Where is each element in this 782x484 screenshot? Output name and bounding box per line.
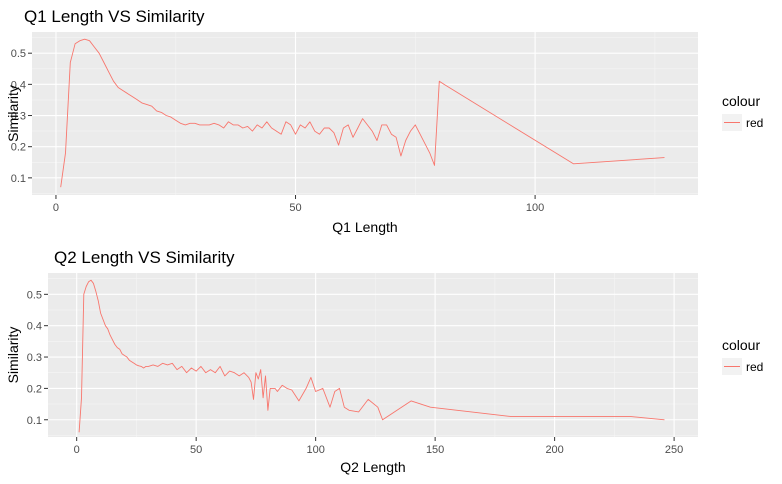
legend-entry-label: red [746,360,763,374]
x-tick-label: 150 [426,444,444,456]
plot-panel [32,32,698,195]
legend: colour red [722,337,763,375]
legend-entry-label: red [746,116,763,130]
x-tick-label: 100 [526,202,544,214]
y-axis-label: Similarity [5,327,21,384]
y-tick-label: 0.5 [27,289,42,301]
x-tick-label: 50 [190,444,202,456]
x-axis-label: Q2 Length [340,459,405,475]
y-axis-label: Similarity [5,85,21,142]
x-tick-label: 0 [74,444,80,456]
y-tick-label: 0.2 [11,142,26,154]
x-tick-label: 200 [545,444,563,456]
legend-title: colour [722,93,760,109]
y-tick-label: 0.1 [11,173,26,185]
chart-title: Q2 Length VS Similarity [54,248,235,267]
chart-title: Q1 Length VS Similarity [24,7,205,26]
x-tick-label: 50 [289,202,301,214]
series-line-red [78,279,665,433]
chart-top: 0 50 100 0.1 0.2 0.3 0.4 0.5 Q1 Length VS Simila… [5,7,763,235]
chart-bottom: 0 50 100 150 200 250 0.1 0.2 0.3 0.4 0.5 Q2 Length … [5,248,763,475]
series-line-red [60,38,665,188]
x-tick-label: 250 [665,444,683,456]
x-tick-label: 100 [306,444,324,456]
y-tick-label: 0.2 [27,383,42,395]
y-tick-label: 0.4 [27,321,42,333]
y-tick-label: 0.5 [11,48,26,60]
y-tick-label: 0.3 [11,111,26,123]
y-tick-label: 0.3 [27,352,42,364]
y-tick-label: 0.1 [27,415,42,427]
legend-title: colour [722,337,760,353]
x-tick-label: 0 [53,202,59,214]
x-axis-label: Q1 Length [332,219,397,235]
legend: colour red [722,93,763,131]
plot-panel [48,273,698,437]
y-tick-label: 0.4 [11,79,26,91]
